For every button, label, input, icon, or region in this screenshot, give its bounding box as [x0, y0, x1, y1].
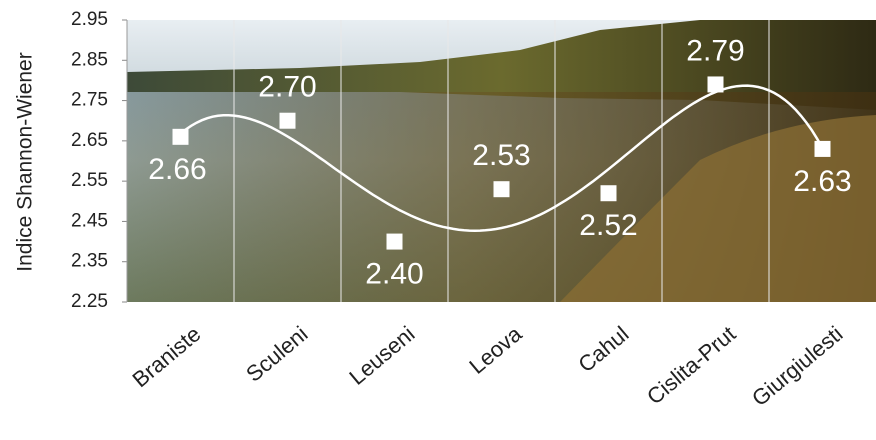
data-label: 2.52 — [579, 209, 637, 242]
marker — [172, 128, 189, 145]
y-tick-label: 2.35 — [71, 251, 108, 272]
marker — [279, 112, 296, 129]
y-axis-title: Indice Shannon-Wiener — [14, 52, 37, 271]
x-tick-label: Braniste — [128, 321, 206, 392]
x-tick-label: Sculeni — [241, 321, 312, 387]
data-label: 2.70 — [258, 71, 316, 104]
y-tick-label: 2.55 — [71, 170, 108, 191]
background-photo — [127, 20, 876, 302]
y-tick-label: 2.45 — [71, 210, 108, 231]
x-tick-label: Leuseni — [344, 321, 419, 390]
data-label: 2.63 — [793, 165, 851, 198]
y-tick-label: 2.25 — [71, 291, 108, 312]
y-tick-label: 2.65 — [71, 130, 108, 151]
y-tick-label: 2.95 — [71, 9, 108, 30]
y-tick-label: 2.75 — [71, 90, 108, 111]
data-label: 2.66 — [148, 153, 206, 186]
marker — [386, 233, 403, 250]
marker — [600, 185, 617, 202]
marker — [814, 140, 831, 157]
data-label: 2.53 — [472, 139, 530, 172]
x-tick-label: Leova — [464, 321, 527, 379]
marker — [493, 181, 510, 198]
y-tick-label: 2.85 — [71, 49, 108, 70]
x-tick-label: Cislita-Prut — [642, 321, 740, 409]
x-tick-label: Cahul — [573, 321, 633, 377]
data-label: 2.79 — [686, 34, 744, 67]
x-tick-label: Giurgiulesti — [747, 321, 847, 411]
data-label: 2.40 — [365, 257, 423, 290]
marker — [707, 76, 724, 93]
